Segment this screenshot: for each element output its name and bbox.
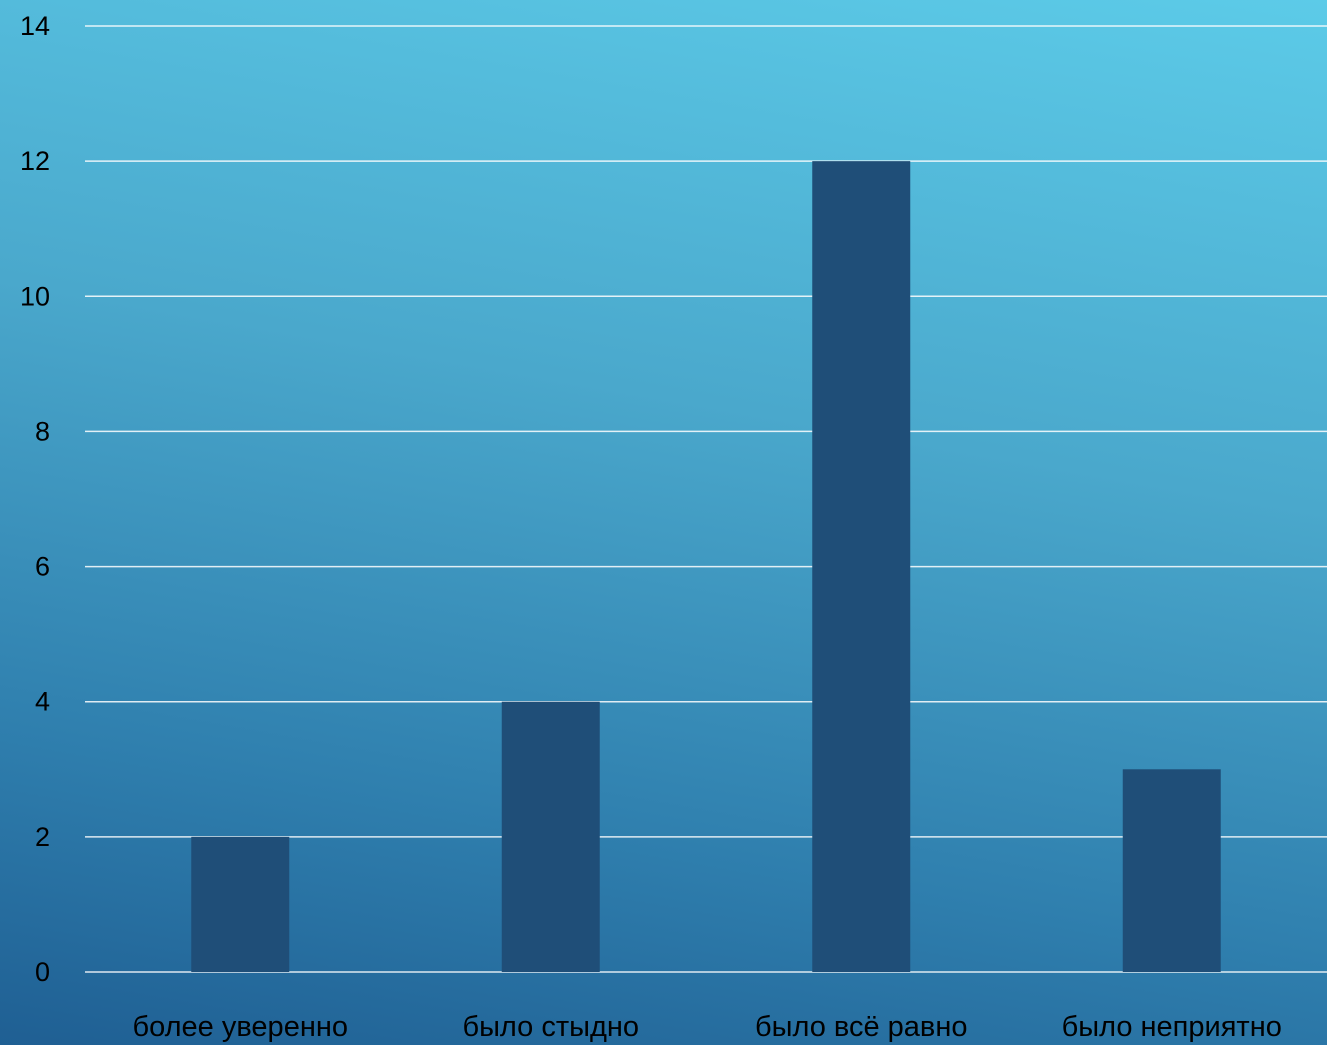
bar-2 — [812, 161, 911, 973]
y-tick-label: 6 — [35, 552, 50, 582]
y-tick-label: 10 — [20, 281, 50, 311]
bars — [191, 161, 1221, 973]
x-category-label: было стыдно — [462, 1011, 639, 1043]
y-tick-label: 2 — [35, 822, 50, 852]
y-axis-ticks: 0 2 4 6 8 10 12 14 — [20, 11, 50, 987]
y-tick-label: 14 — [20, 11, 50, 41]
x-category-label: более уверенно — [133, 1011, 348, 1043]
y-tick-label: 8 — [35, 416, 50, 446]
x-category-label: было всё равно — [755, 1011, 967, 1043]
y-tick-label: 4 — [35, 687, 50, 717]
bar-1 — [501, 701, 600, 972]
bar-0 — [191, 836, 290, 972]
y-tick-label: 0 — [35, 957, 50, 987]
x-category-label: было неприятно — [1062, 1011, 1282, 1043]
x-axis-labels: более уверенно было стыдно было всё равно б… — [133, 1011, 1282, 1043]
bar-3 — [1122, 769, 1221, 972]
y-tick-label: 12 — [20, 146, 50, 176]
grid-lines — [85, 25, 1327, 973]
